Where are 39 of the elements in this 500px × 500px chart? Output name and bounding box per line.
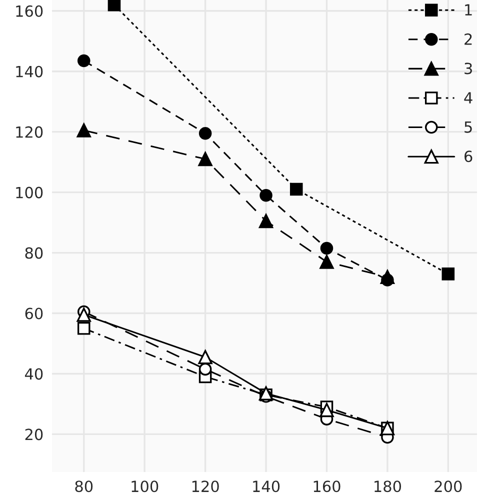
point [198,362,212,376]
point [108,0,121,12]
legend-label: 5 [464,121,472,133]
y-tick-label: 20 [25,428,43,440]
legend-label: 2 [464,33,472,45]
point [77,54,90,68]
point [290,182,303,196]
y-tick-label: 80 [25,247,43,259]
x-tick-label: 160 [314,480,340,492]
legend-label: 4 [464,92,472,104]
x-tick-label: 80 [75,480,93,492]
y-tick-label: 160 [16,5,43,17]
point [198,152,212,166]
y-tick-label: 100 [16,186,43,198]
point [320,402,334,418]
point [442,268,455,280]
point [260,188,272,202]
point [258,214,274,228]
legend-label: 6 [464,150,472,162]
x-tick-label: 180 [374,480,402,492]
point [76,123,91,138]
x-tick-label: 200 [434,480,462,492]
y-tick-label: 40 [24,368,43,380]
point [77,322,90,335]
y-tick-label: 60 [25,308,43,320]
y-tick-label: 120 [16,126,43,138]
x-tick-label: 100 [132,480,158,492]
point [76,308,91,322]
point [198,350,212,364]
point [380,270,395,284]
x-tick-label: 120 [192,480,219,492]
legend-label: 3 [464,62,472,74]
y-tick-label: 140 [16,66,43,78]
x-tick-label: 140 [253,480,280,492]
point [320,242,334,255]
legend-label: 1 [465,4,472,16]
point [198,126,212,140]
point [258,386,274,400]
point [320,254,334,269]
